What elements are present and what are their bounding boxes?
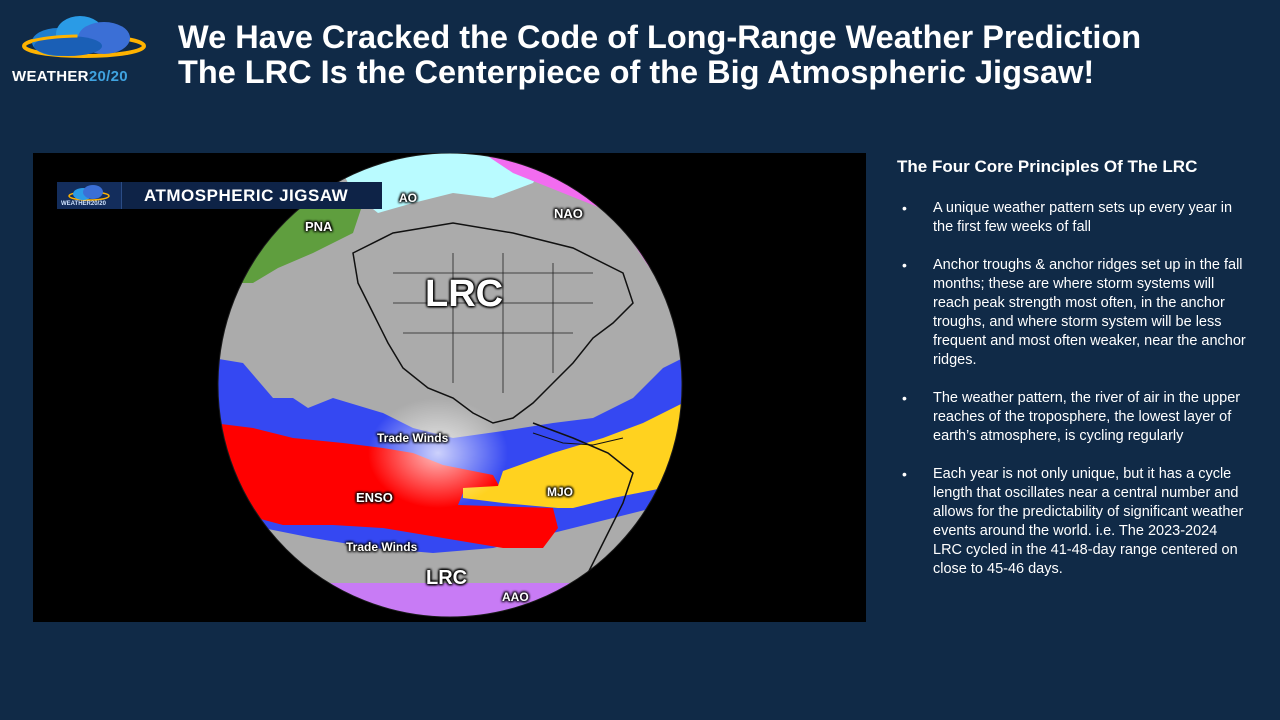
- principle-text: Anchor troughs & anchor ridges set up in…: [933, 257, 1246, 368]
- aao-label: AAO: [502, 590, 529, 604]
- lrc-bottom-label: LRC: [426, 567, 468, 589]
- bullet: •: [902, 390, 907, 406]
- principle-text: The weather pattern, the river of air in…: [933, 390, 1241, 444]
- trade-winds-top-label: Trade Winds: [377, 431, 449, 445]
- cloud-logo-icon: [22, 16, 146, 58]
- lrc-top-label: LRC: [425, 273, 504, 315]
- nao-label: NAO: [554, 206, 583, 221]
- page-title: We Have Cracked the Code of Long-Range W…: [178, 20, 1258, 90]
- ao-region: [333, 153, 553, 213]
- principles-heading: The Four Core Principles Of The LRC: [897, 157, 1198, 176]
- principles-list: • A unique weather pattern sets up every …: [897, 199, 1247, 579]
- caribbean-outline: [532, 432, 624, 446]
- bullet: •: [902, 257, 907, 273]
- mjo-label: MJO: [547, 485, 574, 499]
- principle-text: Each year is not only unique, but it has…: [933, 466, 1244, 577]
- mjo-region: [463, 403, 682, 508]
- title-line-1: We Have Cracked the Code of Long-Range W…: [178, 19, 1142, 55]
- north-america-outline: [352, 222, 634, 424]
- banner-logo-text: WEATHER20/20: [61, 201, 106, 207]
- pna-label: PNA: [305, 219, 333, 234]
- banner-cloud-icon: [68, 185, 110, 201]
- principle-text: A unique weather pattern sets up every y…: [933, 200, 1233, 235]
- principle-item: • The weather pattern, the river of air i…: [897, 389, 1247, 446]
- logo-number: 20/20: [88, 68, 128, 85]
- trade-winds-bottom-label: Trade Winds: [346, 540, 418, 554]
- banner-logo: WEATHER20/20: [57, 182, 122, 209]
- logo-wordmark: WEATHER20/20: [12, 68, 152, 85]
- bullet: •: [902, 466, 907, 482]
- principle-item: • Anchor troughs & anchor ridges set up i…: [897, 256, 1247, 370]
- atmospheric-jigsaw-banner: WEATHER20/20 ATMOSPHERIC JIGSAW: [57, 182, 382, 209]
- bullet: •: [902, 200, 907, 216]
- title-line-2: The LRC Is the Centerpiece of the Big At…: [178, 54, 1095, 90]
- logo-word: WEATHER: [12, 68, 89, 85]
- principle-item: • Each year is not only unique, but it ha…: [897, 465, 1247, 579]
- atmospheric-jigsaw-image: WEATHER20/20 ATMOSPHERIC JIGSAW AO NAO P…: [33, 153, 866, 622]
- globe-graphic: [217, 153, 683, 618]
- banner-title: ATMOSPHERIC JIGSAW: [144, 185, 349, 205]
- enso-label: ENSO: [356, 490, 393, 505]
- principle-item: • A unique weather pattern sets up every …: [897, 199, 1247, 237]
- state-borders: [393, 253, 593, 393]
- principles-panel: The Four Core Principles Of The LRC • A u…: [897, 157, 1247, 598]
- ao-label: AO: [399, 191, 417, 205]
- weather2020-logo: WEATHER20/20: [12, 14, 152, 88]
